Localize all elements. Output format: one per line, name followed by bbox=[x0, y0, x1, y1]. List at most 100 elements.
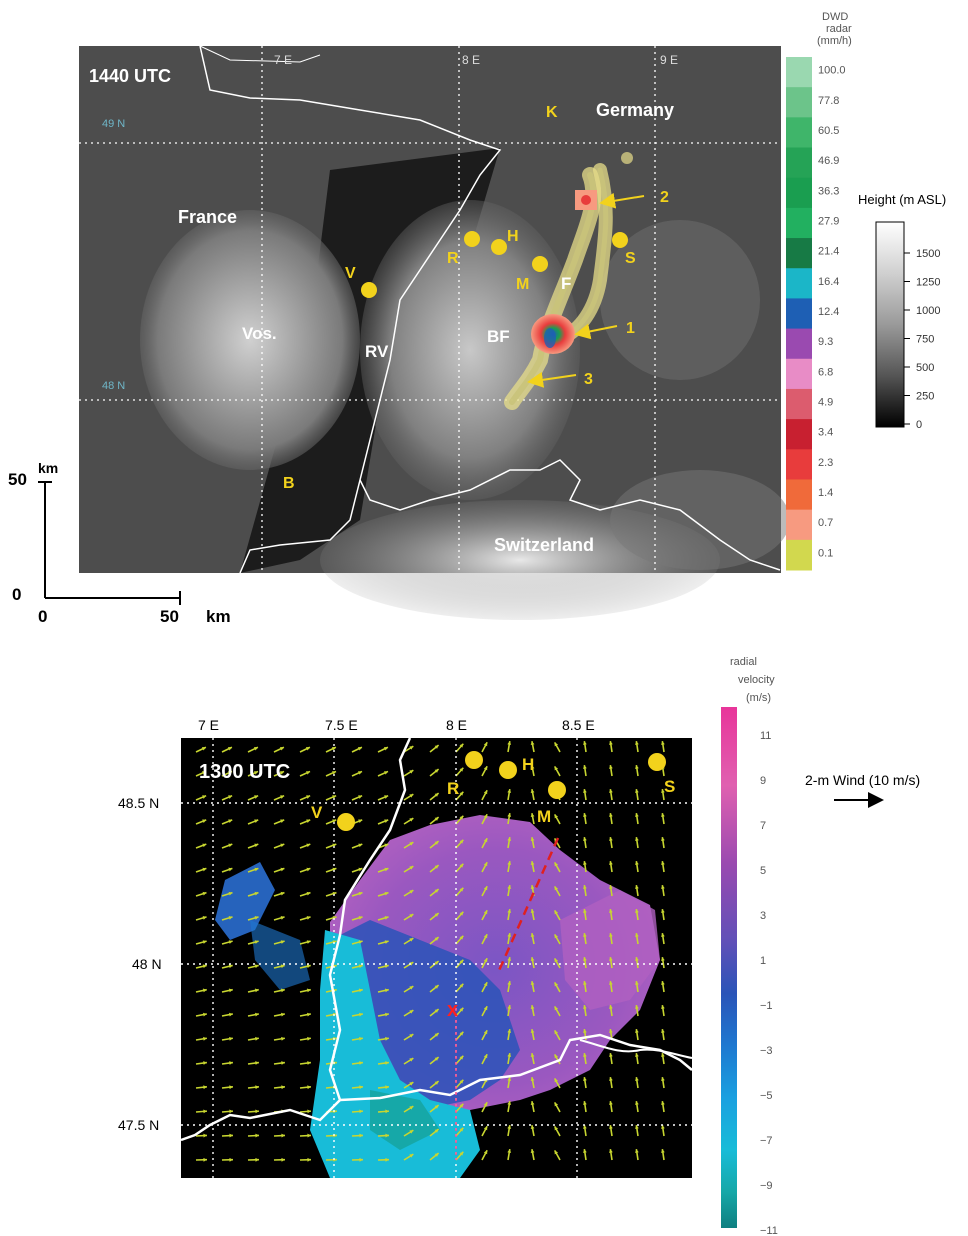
wind-vector-head bbox=[307, 1109, 311, 1114]
velocity-west-patch-2 bbox=[250, 920, 310, 990]
station-k-label: K bbox=[546, 104, 558, 121]
b-station-v-label: V bbox=[311, 803, 323, 822]
vel-cb-tick-label: 5 bbox=[760, 865, 766, 877]
wind-vector-head bbox=[507, 813, 512, 817]
station-m-marker bbox=[532, 256, 548, 272]
wind-vector-head bbox=[203, 1133, 207, 1138]
wind-vector-head bbox=[383, 747, 388, 751]
wind-vector-head bbox=[384, 843, 389, 848]
b-lat-label-48-5n: 48.5 N bbox=[118, 795, 159, 811]
wind-vector-head bbox=[483, 910, 488, 915]
wind-vector-head bbox=[358, 819, 363, 823]
wind-vector-head bbox=[434, 1129, 439, 1133]
lon-label-7e: 7 E bbox=[274, 53, 292, 67]
wind-vector-head bbox=[459, 1007, 464, 1012]
region-switzerland: Switzerland bbox=[494, 535, 594, 555]
station-r-label: R bbox=[447, 250, 459, 267]
wind-vector-head bbox=[203, 1085, 207, 1090]
wind-vector-head bbox=[332, 819, 337, 823]
wind-vector-head bbox=[409, 1130, 414, 1134]
wind-vector-head bbox=[229, 1036, 233, 1041]
wind-vector-head bbox=[384, 988, 389, 993]
radar-colorbar: DWD radar (mm/h) 100.0 77.8 60.5 46.9 36.3 27… bbox=[786, 11, 852, 571]
wind-vector-head bbox=[202, 867, 207, 872]
wind-vector-head bbox=[660, 813, 665, 817]
wind-vector-head bbox=[660, 981, 665, 985]
wind-vector-head bbox=[307, 1061, 311, 1065]
vel-cb-tick-label: 3 bbox=[760, 910, 766, 922]
wind-vector-head bbox=[306, 916, 311, 920]
wind-vector-head bbox=[634, 1149, 639, 1153]
wind-vector-head bbox=[434, 1081, 439, 1085]
wind-vector-head bbox=[306, 795, 311, 799]
wind-vector-head bbox=[530, 957, 535, 962]
bottom-border-france bbox=[180, 737, 412, 1142]
vel-cb-tick-label: −5 bbox=[760, 1090, 773, 1102]
vel-cb-tick-label: −11 bbox=[760, 1225, 778, 1236]
radar-cb-tick-label: 100.0 bbox=[818, 65, 846, 77]
wind-vector-head bbox=[202, 819, 207, 823]
wind-vector-head bbox=[582, 1077, 587, 1081]
scale-x-end: 50 bbox=[160, 607, 179, 626]
wind-vector-head bbox=[228, 867, 233, 872]
wind-vector-head bbox=[608, 1101, 613, 1105]
scale-y-top: 50 bbox=[8, 470, 27, 489]
wind-vector-head bbox=[434, 889, 439, 893]
wind-vector-head bbox=[359, 1036, 363, 1041]
wind-vector-head bbox=[459, 1151, 464, 1156]
radar-cb-swatch bbox=[786, 328, 812, 360]
wind-vector-head bbox=[459, 863, 464, 868]
wind-vector-head bbox=[554, 814, 559, 819]
wind-vector-head bbox=[359, 1109, 363, 1114]
wind-vector-head bbox=[582, 741, 587, 745]
radar-cb-tick-label: 6.8 bbox=[818, 366, 833, 378]
radar-cb-tick-label: 1.4 bbox=[818, 487, 833, 499]
wind-vector-head bbox=[359, 1133, 363, 1138]
wind-vector-head bbox=[254, 867, 259, 872]
radar-cb-swatch bbox=[786, 177, 812, 209]
b-station-r-marker bbox=[465, 751, 483, 769]
wind-vector-head bbox=[554, 1030, 559, 1035]
radar-cb-ticks: 100.0 77.8 60.5 46.9 36.3 27.9 21.4 16.4 12.4 9.3… bbox=[818, 65, 846, 560]
wind-vector-head bbox=[459, 839, 464, 844]
wind-vector-head bbox=[530, 1101, 535, 1106]
radar-cb-swatch bbox=[786, 539, 812, 571]
radar-cb-title-1: DWD bbox=[822, 11, 848, 23]
wind-vector-head bbox=[530, 813, 535, 818]
wind-vector-head bbox=[202, 843, 207, 848]
border-north bbox=[199, 45, 321, 63]
wind-vector-head bbox=[660, 1101, 665, 1105]
wind-vector-head bbox=[409, 770, 414, 774]
wind-vector-head bbox=[358, 964, 363, 969]
wind-vector-head bbox=[409, 1106, 414, 1110]
station-b-label: B bbox=[283, 475, 295, 492]
wind-vector-head bbox=[483, 1054, 488, 1059]
wind-vector-head bbox=[228, 819, 233, 823]
radar-cb-swatch bbox=[786, 388, 812, 420]
wind-vector-head bbox=[306, 940, 311, 944]
wind-vector-head bbox=[358, 891, 363, 896]
wind-vector-head bbox=[385, 1061, 389, 1065]
wind-vector-head bbox=[229, 1085, 233, 1090]
wind-vector-head bbox=[582, 837, 587, 841]
wind-vector-head bbox=[434, 745, 439, 749]
border-france-germany bbox=[199, 45, 502, 574]
wind-vector-head bbox=[459, 959, 464, 964]
wind-vector-head bbox=[483, 790, 488, 795]
b-station-r-label: R bbox=[447, 779, 459, 798]
wind-vector-head bbox=[409, 1082, 414, 1086]
wind-vector-head bbox=[483, 982, 488, 987]
bottom-border-lake bbox=[579, 1039, 693, 1059]
b-lon-label-8e: 8 E bbox=[446, 717, 467, 733]
wind-vector-head bbox=[280, 843, 285, 848]
wind-vector-head bbox=[634, 909, 639, 913]
wind-vector-head bbox=[254, 819, 259, 823]
wind-vector-head bbox=[409, 1034, 414, 1038]
top-time-label: 1440 UTC bbox=[89, 66, 171, 86]
wind-vector-head bbox=[280, 819, 285, 823]
lon-label-8e: 8 E bbox=[462, 53, 480, 67]
wind-vector-head bbox=[280, 988, 285, 993]
wind-vector-head bbox=[582, 1005, 587, 1009]
radar-cb-swatch bbox=[786, 87, 812, 118]
